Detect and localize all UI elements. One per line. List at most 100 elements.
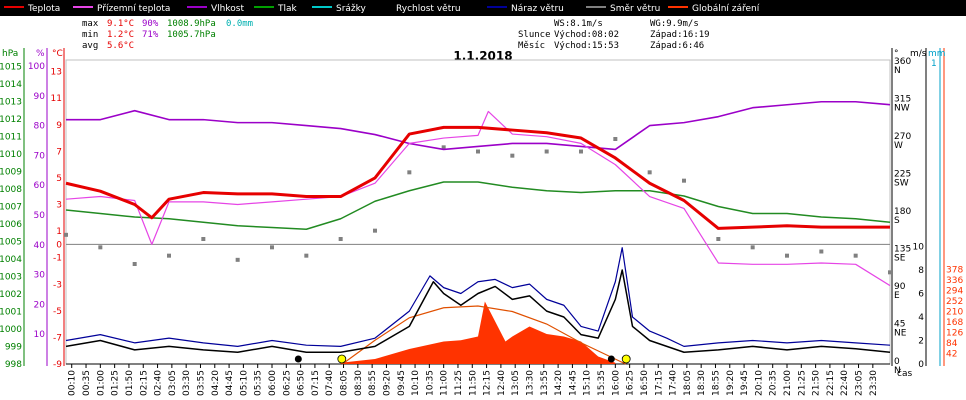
x-tick-label: 00:35 xyxy=(82,370,92,396)
x-tick-label: 16:50 xyxy=(640,370,650,396)
wind-dir-point xyxy=(510,153,515,158)
sunset-marker xyxy=(621,354,631,364)
x-tick-label: 15:35 xyxy=(597,370,607,396)
wind-dir-name-label: S xyxy=(894,216,900,226)
wind-dir-point xyxy=(888,270,892,275)
hpa-tick-label: 1012 xyxy=(0,115,22,125)
hpa-tick-label: 999 xyxy=(5,343,22,353)
wind-dir-point xyxy=(132,262,137,266)
temp-tick-label: 5 xyxy=(56,174,62,184)
x-tick-label: 22:15 xyxy=(826,370,836,396)
x-tick-label: 18:05 xyxy=(683,370,693,396)
x-tick-label: 09:45 xyxy=(397,370,407,396)
hpa-tick-label: 1006 xyxy=(0,220,22,230)
moonset-marker xyxy=(294,355,302,363)
stats-min: min xyxy=(82,30,99,40)
hpa-tick-label: 1013 xyxy=(0,98,22,108)
humidity-tick-label: 30 xyxy=(34,271,46,281)
series-wind-gust xyxy=(65,247,891,347)
wind-dir-tick-label: 90 xyxy=(894,282,906,292)
wind-dir-point xyxy=(373,228,377,233)
wind-speed-tick-label: 2 xyxy=(918,337,924,347)
humidity-tick-label: 20 xyxy=(34,300,46,310)
temp-tick-label: -1 xyxy=(53,254,62,264)
legend-bar xyxy=(0,0,966,16)
x-tick-label: 08:05 xyxy=(340,370,350,396)
x-tick-label: 12:40 xyxy=(497,370,507,396)
wind-dir-tick-label: 45 xyxy=(894,320,905,330)
humidity-tick-label: 100 xyxy=(28,62,45,72)
legend-swatch-1 xyxy=(4,6,24,8)
radiation-tick-label: 378 xyxy=(946,266,963,276)
humidity-tick-label: 90 xyxy=(34,92,46,102)
wind-dir-axis-label: ° xyxy=(894,49,899,59)
x-tick-label: 15:10 xyxy=(583,370,593,396)
temp-tick-label: 3 xyxy=(56,201,62,211)
wind-dir-name-label: NE xyxy=(894,329,907,339)
wind-dir-point xyxy=(819,249,824,254)
temp-tick-label: 7 xyxy=(56,147,62,157)
legend-swatch-5 xyxy=(312,6,332,8)
wind-dir-point xyxy=(613,137,618,141)
humidity-tick-label: 80 xyxy=(34,122,46,132)
hpa-tick-label: 1011 xyxy=(0,133,22,143)
x-tick-label: 08:55 xyxy=(368,370,378,396)
x-tick-label: 02:15 xyxy=(139,370,149,396)
x-tick-label: 06:25 xyxy=(282,370,292,396)
sun-label: Slunce xyxy=(518,30,551,40)
radiation-tick-label: 252 xyxy=(946,297,963,307)
wind-dir-point xyxy=(750,245,755,250)
wind-dir-name-label: N xyxy=(894,66,901,76)
x-tick-label: 22:40 xyxy=(840,370,850,396)
wind-dir-point xyxy=(304,253,309,258)
series-radiation-area xyxy=(340,301,616,364)
radiation-tick-label: 294 xyxy=(946,287,963,297)
x-tick-label: 16:25 xyxy=(626,370,636,396)
x-tick-label: 23:05 xyxy=(855,370,865,396)
hpa-tick-label: 1001 xyxy=(0,308,22,318)
x-tick-label: 14:20 xyxy=(554,370,564,396)
moonrise-marker xyxy=(607,355,615,363)
stats-min-humidity: 71% xyxy=(142,30,159,40)
wind-dir-point xyxy=(270,245,274,250)
wind-speed-axis-label: m/s xyxy=(910,49,927,59)
temp-tick-label: 13 xyxy=(51,68,62,78)
rain-tick-label: 1 xyxy=(931,59,937,69)
wind-speed-tick-label: 8 xyxy=(918,266,924,276)
legend-swatch-7 xyxy=(487,6,507,8)
legend-label-4: Tlak xyxy=(277,4,298,14)
radiation-tick-label: 42 xyxy=(946,350,957,360)
wind-dir-tick-label: 270 xyxy=(894,132,911,142)
x-tick-label: 06:00 xyxy=(268,370,278,396)
hpa-tick-label: 1008 xyxy=(0,185,22,195)
temp-tick-label: 0 xyxy=(56,240,62,250)
legend-label-1: Teplota xyxy=(27,4,60,14)
legend-label-2: Přízemní teplota xyxy=(97,4,170,14)
moon-set: Západ:6:46 xyxy=(650,41,705,51)
stats-min-pressure: 1005.7hPa xyxy=(167,30,216,40)
legend-label-5: Srážky xyxy=(336,4,367,14)
x-tick-label: 17:15 xyxy=(654,370,664,396)
humidity-tick-label: 40 xyxy=(34,241,46,251)
x-tick-label: 07:40 xyxy=(325,370,335,396)
x-tick-label: 14:45 xyxy=(568,370,578,396)
stats-max-humidity: 90% xyxy=(142,19,159,29)
wind-dir-name-label: W xyxy=(894,141,903,151)
wind-wg: WG:9.9m/s xyxy=(650,19,699,29)
x-tick-label: 13:30 xyxy=(526,370,536,396)
legend-swatch-9 xyxy=(668,6,688,8)
wind-dir-point xyxy=(647,170,652,175)
temp-tick-label: 9 xyxy=(56,121,62,131)
moon-label: Měsíc xyxy=(518,41,546,51)
x-tick-label: 21:50 xyxy=(812,370,822,396)
stats-max-rain: 0.0mm xyxy=(226,19,254,29)
radiation-tick-label: 84 xyxy=(946,339,958,349)
x-tick-label: 09:20 xyxy=(382,370,392,396)
humidity-tick-label: 10 xyxy=(34,330,46,340)
temp-tick-label: 1 xyxy=(56,227,62,237)
legend-swatch-2 xyxy=(73,6,93,8)
radiation-tick-label: 336 xyxy=(946,276,963,286)
x-tick-label: 03:30 xyxy=(182,370,192,396)
wind-dir-point xyxy=(785,253,789,258)
